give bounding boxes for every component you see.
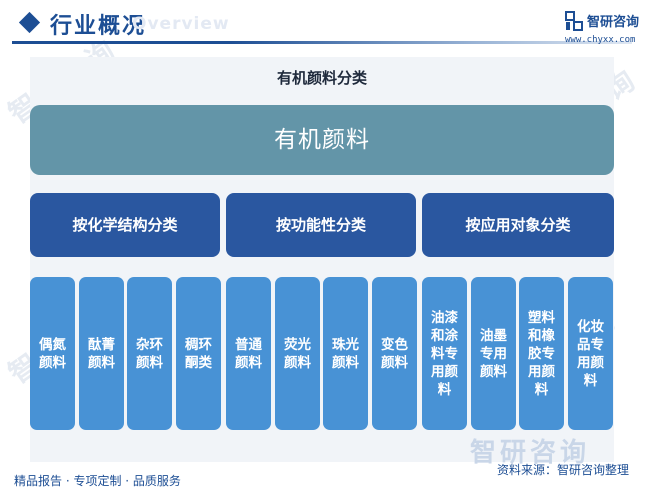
leaf-label: 油漆和涂料专用颜料	[431, 309, 458, 398]
leaf-node: 变色颜料	[372, 277, 417, 430]
leaf-node: 酞菁颜料	[79, 277, 124, 430]
logo-name: 智研咨询	[587, 15, 640, 30]
root-node: 有机颜料	[30, 105, 614, 175]
leaf-node: 珠光颜料	[323, 277, 368, 430]
leaf-label: 变色颜料	[381, 336, 408, 371]
leaf-node: 化妆品专用颜料	[568, 277, 613, 430]
leaf-label: 油墨专用颜料	[480, 327, 507, 380]
page-title: 行业概况	[50, 14, 147, 39]
brand-logo: 智研咨询 www.chyxx.com	[565, 10, 647, 50]
category-chemical-structure: 按化学结构分类	[30, 193, 220, 257]
leaf-node: 杂环颜料	[127, 277, 172, 430]
leaf-node: 油墨专用颜料	[471, 277, 516, 430]
leaf-node: 塑料和橡胶专用颜料	[519, 277, 564, 430]
leaf-node: 稠环酮类	[176, 277, 221, 430]
category-application: 按应用对象分类	[422, 193, 614, 257]
leaf-label: 珠光颜料	[332, 336, 359, 371]
leaf-label: 荧光颜料	[284, 336, 311, 371]
logo-url: www.chyxx.com	[565, 35, 636, 45]
page-header: 行业概况 Overview 智研咨询 www.chyxx.com	[0, 0, 651, 52]
leaf-label: 杂环颜料	[136, 336, 163, 371]
category-function: 按功能性分类	[226, 193, 416, 257]
leaf-node: 油漆和涂料专用颜料	[422, 277, 467, 430]
leaf-label: 普通颜料	[235, 336, 262, 371]
diamond-icon	[18, 11, 41, 34]
footer-slogan: 精品报告 · 专项定制 · 品质服务	[14, 474, 181, 488]
header-divider	[12, 41, 632, 44]
header-watermark: Overview	[132, 14, 230, 34]
leaf-label: 化妆品专用颜料	[577, 318, 604, 389]
diagram-title: 有机颜料分类	[276, 69, 367, 87]
leaf-node: 普通颜料	[226, 277, 271, 430]
leaf-node: 荧光颜料	[275, 277, 320, 430]
leaf-label: 酞菁颜料	[88, 336, 115, 371]
logo-icon	[565, 11, 583, 31]
source-note: 资料来源：智研咨询整理	[497, 463, 630, 477]
leaf-label: 稠环酮类	[185, 336, 212, 371]
footer-watermark: 智研咨询	[470, 438, 591, 468]
leaf-label: 塑料和橡胶专用颜料	[528, 309, 555, 398]
leaf-node: 偶氮颜料	[30, 277, 75, 430]
leaf-label: 偶氮颜料	[39, 336, 66, 371]
